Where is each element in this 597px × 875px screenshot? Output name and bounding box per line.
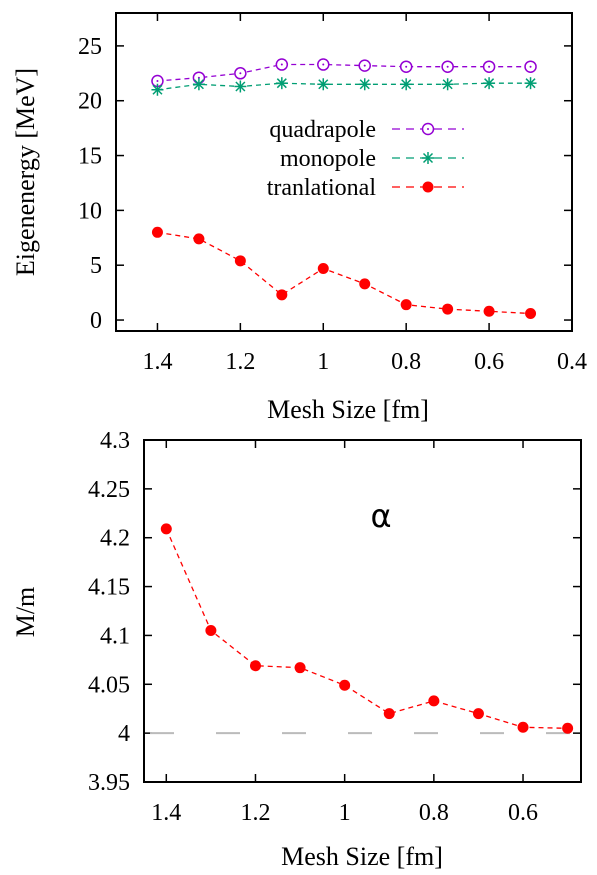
data-point bbox=[276, 77, 288, 89]
data-point-center bbox=[488, 66, 490, 68]
legend-marker bbox=[422, 152, 434, 164]
data-point bbox=[235, 255, 246, 266]
data-point bbox=[562, 723, 573, 734]
y-tick-label: 4.25 bbox=[88, 477, 130, 503]
top-legend: quadrapole monopole tranlational bbox=[267, 117, 464, 201]
y-tick-label: 25 bbox=[78, 34, 102, 60]
data-point bbox=[484, 306, 495, 317]
y-tick-label: 20 bbox=[78, 89, 102, 115]
top-plot-frame bbox=[116, 13, 572, 331]
data-point-center bbox=[322, 64, 324, 66]
data-point bbox=[483, 77, 495, 89]
series-line bbox=[158, 65, 531, 82]
data-point bbox=[152, 227, 163, 238]
y-tick-label: 4.15 bbox=[88, 575, 130, 601]
data-point-center bbox=[405, 66, 407, 68]
x-tick-label: 1 bbox=[317, 349, 329, 375]
top-chart: 0 5 10 15 20 25 1.4 1.2 1 0.8 0.6 0.4 Eigenenergy … bbox=[11, 13, 587, 424]
series-tranlational bbox=[152, 227, 536, 319]
legend-label-monopole: monopole bbox=[280, 146, 376, 172]
data-point bbox=[339, 680, 350, 691]
data-point bbox=[234, 80, 246, 92]
x-tick-label: 1.4 bbox=[142, 349, 172, 375]
data-point bbox=[525, 308, 536, 319]
data-point bbox=[400, 78, 412, 90]
data-point-center bbox=[530, 66, 532, 68]
data-point bbox=[161, 523, 172, 534]
data-point bbox=[428, 695, 439, 706]
x-tick-label: 1.4 bbox=[151, 800, 181, 826]
bottom-y-ticks: 3.95 4 4.05 4.1 4.15 4.2 4.25 4.3 bbox=[88, 428, 581, 796]
y-tick-label: 4.2 bbox=[100, 526, 130, 552]
legend-label-quadrapole: quadrapole bbox=[269, 117, 376, 143]
data-point bbox=[151, 84, 163, 96]
x-tick-label: 1.2 bbox=[240, 800, 270, 826]
data-point-center bbox=[239, 72, 241, 74]
y-tick-label: 5 bbox=[90, 253, 102, 279]
x-tick-label: 0.6 bbox=[508, 800, 538, 826]
legend-sample-tranlational bbox=[392, 182, 464, 193]
data-point-center bbox=[364, 65, 366, 67]
y-tick-label: 15 bbox=[78, 144, 102, 170]
data-point bbox=[359, 278, 370, 289]
data-point bbox=[317, 78, 329, 90]
top-xlabel: Mesh Size [fm] bbox=[267, 395, 429, 424]
legend-sample-quadrapole bbox=[392, 124, 464, 135]
series-monopole bbox=[151, 77, 536, 96]
data-point bbox=[193, 78, 205, 90]
top-ylabel: Eigenenergy [MeV] bbox=[11, 68, 40, 276]
legend-marker bbox=[423, 182, 434, 193]
alpha-annotation: α bbox=[370, 497, 391, 535]
series-quadrapole bbox=[152, 59, 536, 86]
y-tick-label: 4 bbox=[118, 721, 130, 747]
series-line bbox=[158, 83, 531, 90]
data-point bbox=[359, 78, 371, 90]
x-tick-label: 1.2 bbox=[225, 349, 255, 375]
data-point bbox=[473, 708, 484, 719]
series-line bbox=[166, 529, 567, 728]
legend-label-tranlational: tranlational bbox=[267, 175, 377, 201]
x-tick-label: 0.4 bbox=[557, 349, 587, 375]
y-tick-label: 10 bbox=[78, 198, 102, 224]
data-point bbox=[525, 77, 537, 89]
bottom-plot-frame bbox=[144, 440, 581, 782]
data-point bbox=[276, 289, 287, 300]
y-tick-label: 4.1 bbox=[100, 623, 130, 649]
x-tick-label: 0.8 bbox=[391, 349, 421, 375]
data-point bbox=[401, 299, 412, 310]
series-line bbox=[158, 232, 531, 313]
data-point bbox=[205, 625, 216, 636]
y-tick-label: 4.3 bbox=[100, 428, 130, 454]
data-point bbox=[442, 78, 454, 90]
legend-marker-center bbox=[427, 128, 429, 130]
bottom-series bbox=[161, 523, 573, 733]
data-point-center bbox=[281, 64, 283, 66]
y-tick-label: 3.95 bbox=[88, 770, 130, 796]
data-point bbox=[318, 263, 329, 274]
bottom-xlabel: Mesh Size [fm] bbox=[281, 842, 443, 871]
data-point bbox=[193, 233, 204, 244]
bottom-ylabel: M/m bbox=[11, 587, 40, 638]
data-point bbox=[442, 304, 453, 315]
bottom-chart: 3.95 4 4.05 4.1 4.15 4.2 4.25 4.3 1.4 1.2 1 0.8 0.6… bbox=[11, 428, 581, 871]
y-tick-label: 4.05 bbox=[88, 672, 130, 698]
y-tick-label: 0 bbox=[90, 308, 102, 334]
x-tick-label: 0.6 bbox=[474, 349, 504, 375]
data-point bbox=[295, 662, 306, 673]
x-tick-label: 0.8 bbox=[419, 800, 449, 826]
data-point-center bbox=[156, 80, 158, 82]
data-point bbox=[384, 708, 395, 719]
data-point bbox=[250, 660, 261, 671]
data-point bbox=[518, 722, 529, 733]
x-tick-label: 1 bbox=[339, 800, 351, 826]
data-point-center bbox=[447, 66, 449, 68]
legend-sample-monopole bbox=[392, 152, 464, 164]
series-0 bbox=[161, 523, 573, 733]
